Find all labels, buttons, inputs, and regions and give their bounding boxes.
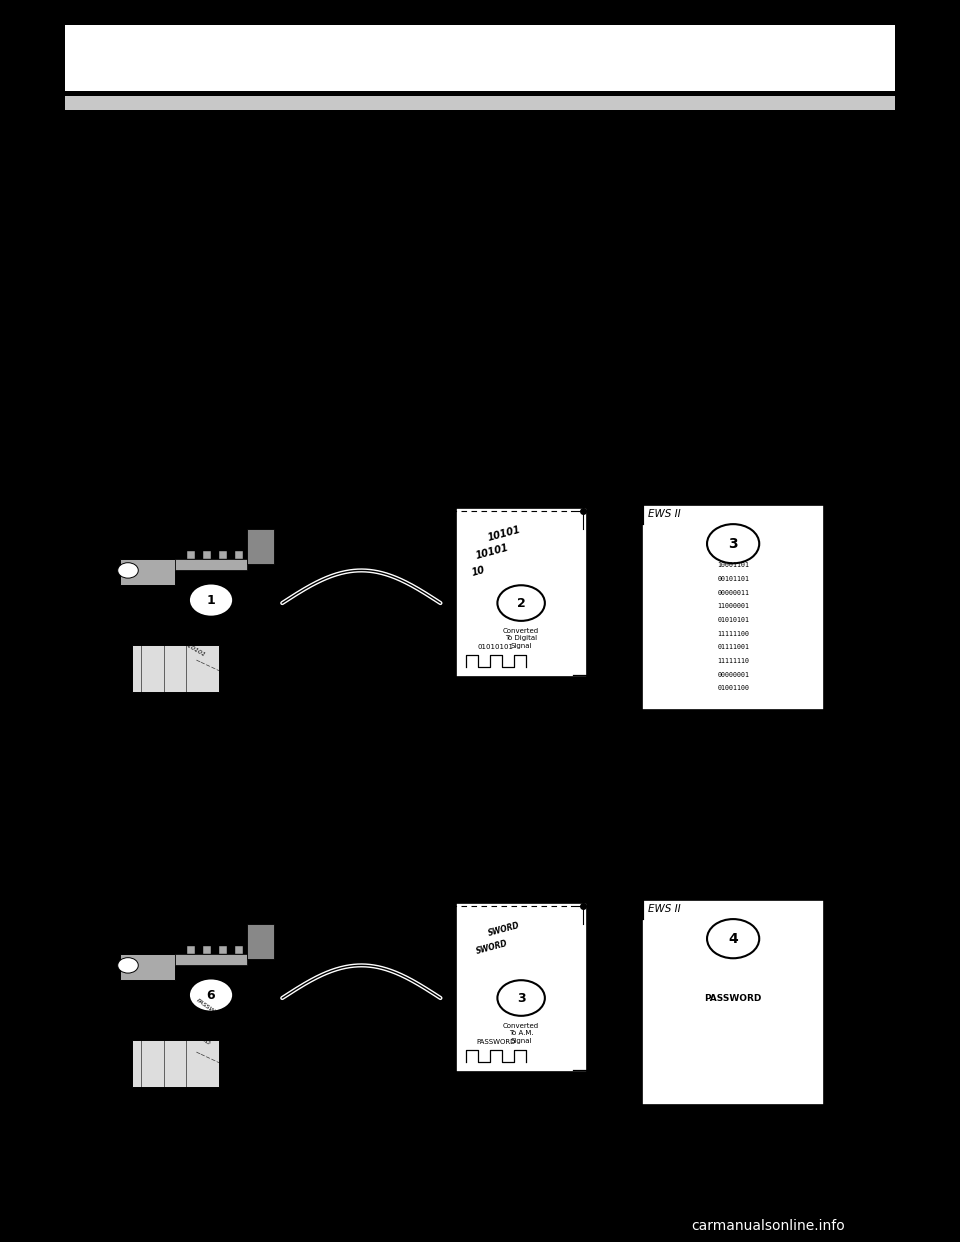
Bar — [187, 946, 195, 954]
Text: KL 30: KL 30 — [574, 891, 599, 899]
Text: 01001100: 01001100 — [717, 686, 749, 692]
Text: KL 31: KL 31 — [590, 663, 616, 672]
Text: 8510121: 8510121 — [84, 1061, 133, 1071]
Text: PASSWORD: PASSWORD — [195, 999, 228, 1022]
Text: •: • — [86, 236, 97, 253]
Text: Upon accepting the key as valid and enabled the EWS II control module sends a di: Upon accepting the key as valid and enab… — [117, 766, 720, 818]
Text: •: • — [86, 345, 97, 363]
Text: 2: 2 — [516, 596, 525, 610]
Text: 10101: 10101 — [486, 524, 521, 543]
Bar — [187, 551, 195, 559]
Bar — [204, 551, 211, 559]
Bar — [65, 25, 895, 91]
Bar — [247, 529, 275, 564]
Circle shape — [118, 958, 138, 972]
Text: 01010101: 01010101 — [478, 645, 514, 651]
Text: 3: 3 — [516, 991, 525, 1005]
Text: 10: 10 — [470, 565, 486, 579]
Text: PASSWORD: PASSWORD — [590, 976, 635, 985]
Text: 00000001: 00000001 — [717, 672, 749, 678]
Bar — [642, 900, 824, 1105]
Text: •: • — [86, 430, 97, 447]
Text: 3: 3 — [729, 537, 738, 550]
Bar — [247, 924, 275, 960]
Circle shape — [189, 584, 233, 617]
Circle shape — [707, 524, 759, 564]
Text: Transmitter
Receiver
Module: Transmitter Receiver Module — [487, 686, 556, 719]
Text: Principle of Operation: Principle of Operation — [84, 124, 306, 143]
Text: 10101: 10101 — [474, 543, 510, 560]
Bar — [65, 96, 895, 111]
Bar — [642, 505, 824, 710]
Bar — [456, 508, 587, 677]
Circle shape — [189, 979, 233, 1012]
Text: 00101101: 00101101 — [717, 576, 749, 582]
Text: 4: 4 — [729, 932, 738, 945]
Text: 11111110: 11111110 — [717, 658, 749, 664]
Text: 00000011: 00000011 — [717, 590, 749, 596]
Text: PASSWORD: PASSWORD — [476, 1040, 516, 1046]
Text: The EWS II control module verifies the key identification code and checks to see: The EWS II control module verifies the k… — [117, 430, 714, 462]
Text: 11111100: 11111100 — [717, 631, 749, 637]
Text: The starting sequence involves communication between all the components of the s: The starting sequence involves communica… — [84, 161, 733, 214]
Text: 13: 13 — [835, 1146, 866, 1166]
Bar — [176, 954, 247, 965]
Text: 10001101: 10001101 — [717, 563, 749, 569]
Text: ~~~~~: ~~~~~ — [193, 1049, 222, 1067]
Text: 01010101: 01010101 — [192, 614, 222, 633]
Text: •: • — [86, 766, 97, 784]
Bar — [219, 946, 227, 954]
Text: ~~~~~: ~~~~~ — [193, 657, 222, 676]
Text: Transponder
Chip in Key: Transponder Chip in Key — [150, 1130, 202, 1149]
Text: 6: 6 — [206, 989, 215, 1001]
Bar — [65, 91, 895, 96]
Bar — [132, 1040, 219, 1087]
Circle shape — [707, 919, 759, 959]
Bar — [235, 946, 243, 954]
Bar — [132, 645, 219, 692]
Text: EWS II: EWS II — [648, 904, 681, 914]
Bar — [456, 903, 587, 1072]
Bar — [204, 946, 211, 954]
Text: EWS: EWS — [841, 1175, 866, 1185]
Text: carmanualsonline.info: carmanualsonline.info — [691, 1220, 845, 1233]
Text: KL R: KL R — [590, 599, 611, 607]
Text: SWORD: SWORD — [475, 939, 509, 955]
Text: Powered up, the key transponder sends the key identification code to the transmi: Powered up, the key transponder sends th… — [117, 345, 737, 397]
Text: KL R: KL R — [590, 994, 611, 1002]
Text: 01010101: 01010101 — [717, 617, 749, 623]
Text: 1: 1 — [206, 594, 215, 606]
Text: 8510120: 8510120 — [84, 666, 133, 676]
Text: 01010101: 01010101 — [177, 637, 206, 657]
Bar — [176, 559, 247, 570]
Text: SWORD: SWORD — [487, 920, 520, 938]
Text: Transmitter
Receiver
Module: Transmitter Receiver Module — [487, 1081, 556, 1114]
Bar — [120, 559, 176, 585]
Circle shape — [118, 563, 138, 578]
Text: Converted
To A.M.
Signal: Converted To A.M. Signal — [503, 1023, 540, 1045]
Bar — [235, 551, 243, 559]
Text: PASSWORD: PASSWORD — [705, 994, 762, 1002]
Circle shape — [497, 980, 545, 1016]
Text: Transponder
Chip in Key: Transponder Chip in Key — [150, 735, 202, 754]
Text: The key is inserted into the lock cylinder and switched “ON”.  The transmitter/r: The key is inserted into the lock cylind… — [117, 236, 717, 307]
Bar — [120, 954, 176, 980]
Text: KL 31: KL 31 — [590, 1058, 616, 1067]
Text: KL 30: KL 30 — [574, 496, 599, 504]
Circle shape — [497, 585, 545, 621]
Text: 11000001: 11000001 — [717, 604, 749, 610]
Text: Converted
To Digital
Signal: Converted To Digital Signal — [503, 628, 540, 650]
Text: 01111001: 01111001 — [717, 645, 749, 651]
Text: EWS II: EWS II — [648, 509, 681, 519]
Text: PASSWORD: PASSWORD — [180, 1022, 211, 1047]
Bar — [219, 551, 227, 559]
